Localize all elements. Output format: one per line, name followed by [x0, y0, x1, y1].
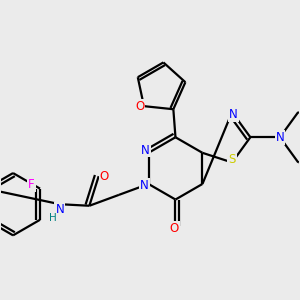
- Text: N: N: [140, 179, 148, 192]
- Text: N: N: [141, 143, 150, 157]
- Text: O: O: [169, 222, 179, 235]
- Text: N: N: [229, 108, 238, 122]
- Text: N: N: [56, 203, 64, 216]
- Text: O: O: [135, 100, 144, 112]
- Text: S: S: [228, 153, 236, 166]
- Text: O: O: [100, 170, 109, 183]
- Text: H: H: [49, 213, 57, 224]
- Text: F: F: [28, 178, 35, 191]
- Text: N: N: [276, 131, 284, 144]
